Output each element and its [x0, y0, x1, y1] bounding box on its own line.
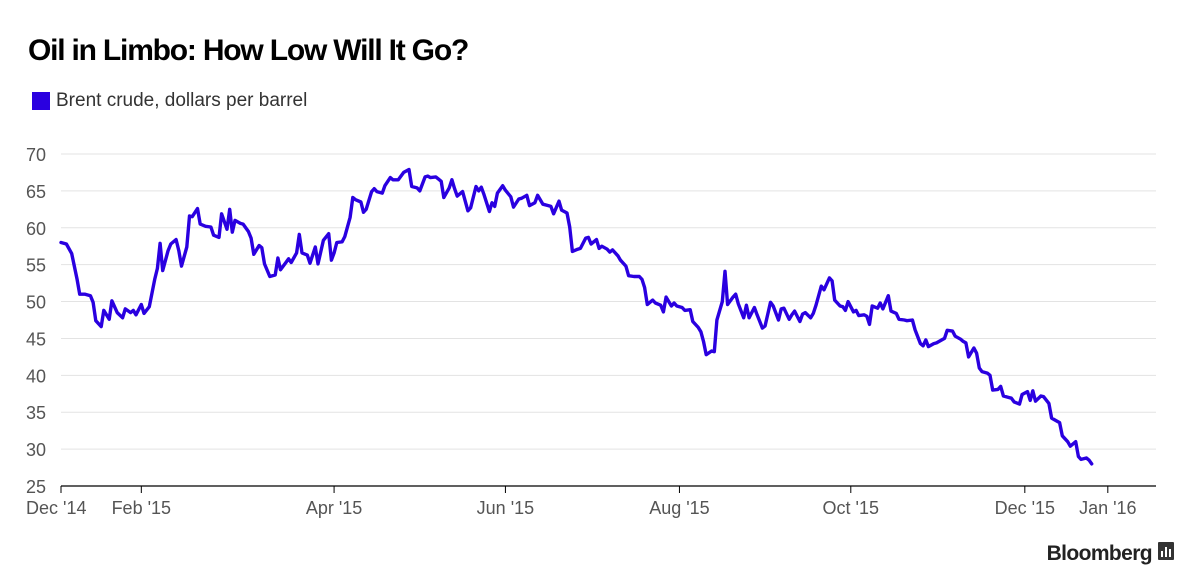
legend-label: Brent crude, dollars per barrel: [56, 90, 308, 111]
x-tick-label: Apr '15: [306, 498, 362, 518]
y-tick-label: 60: [26, 219, 46, 239]
y-tick-label: 25: [26, 477, 46, 497]
y-tick-label: 45: [26, 329, 46, 349]
x-tick-label: Jun '15: [477, 498, 534, 518]
y-tick-label: 70: [26, 145, 46, 165]
legend: Brent crude, dollars per barrel: [32, 90, 307, 112]
legend-swatch: [32, 92, 50, 110]
y-tick-label: 50: [26, 293, 46, 313]
x-tick-label: Oct '15: [823, 498, 879, 518]
x-tick-label: Aug '15: [649, 498, 710, 518]
x-tick-label: Dec '15: [995, 498, 1055, 518]
bloomberg-bars-icon: [1158, 542, 1174, 566]
series-line-brent-crude: [59, 167, 1094, 466]
y-tick-label: 65: [26, 182, 46, 202]
bloomberg-brand: Bloomberg: [1047, 542, 1174, 566]
x-tick-label: Dec '14: [26, 498, 86, 518]
y-tick-label: 30: [26, 440, 46, 460]
x-tick-label: Feb '15: [112, 498, 171, 518]
y-tick-label: 35: [26, 403, 46, 423]
x-tick-label: Jan '16: [1079, 498, 1136, 518]
y-tick-label: 40: [26, 366, 46, 386]
y-tick-label: 55: [26, 256, 46, 276]
chart-title: Oil in Limbo: How Low Will It Go?: [28, 34, 469, 67]
brand-label: Bloomberg: [1046, 542, 1153, 565]
